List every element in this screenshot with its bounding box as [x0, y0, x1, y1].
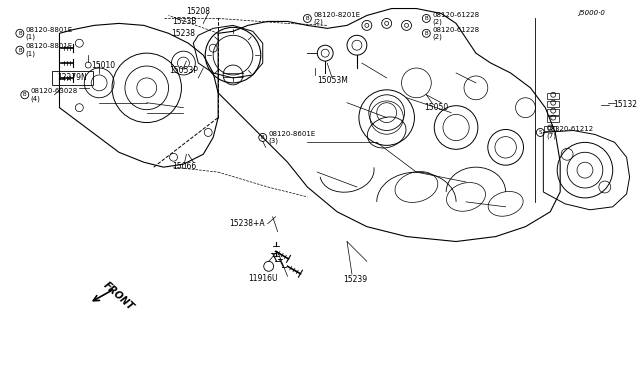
Text: 11916U: 11916U	[248, 274, 278, 283]
Text: B: B	[23, 92, 27, 97]
Text: 08120-8201E
(2): 08120-8201E (2)	[314, 12, 360, 25]
Text: 08120-61228
(2): 08120-61228 (2)	[432, 26, 479, 40]
Text: B: B	[18, 31, 22, 36]
Text: FRONT: FRONT	[102, 280, 136, 312]
Text: 08120-8601E
(3): 08120-8601E (3)	[269, 131, 316, 144]
Text: B: B	[424, 16, 428, 21]
Bar	[547, 109, 559, 115]
Text: 08120-8801E
(1): 08120-8801E (1)	[26, 44, 73, 57]
Text: S: S	[539, 130, 542, 135]
Text: 08120-63028
(4): 08120-63028 (4)	[31, 88, 78, 102]
Bar	[547, 116, 559, 122]
Text: 15239: 15239	[343, 275, 367, 284]
Text: 15238+A: 15238+A	[229, 219, 265, 228]
Text: 15010: 15010	[92, 61, 115, 70]
Text: 15053M: 15053M	[317, 76, 348, 86]
Text: B: B	[424, 31, 428, 36]
Text: J5000·0: J5000·0	[578, 10, 605, 16]
Text: 15132: 15132	[612, 100, 637, 109]
Bar	[544, 125, 556, 131]
Bar	[52, 71, 93, 85]
Bar	[547, 101, 559, 107]
Text: 12279N: 12279N	[58, 73, 87, 83]
Text: B: B	[261, 135, 264, 140]
Text: 15238: 15238	[172, 29, 195, 38]
Text: 15208: 15208	[186, 7, 211, 16]
Text: 1523B: 1523B	[172, 17, 196, 26]
Text: 08120-61228
(2): 08120-61228 (2)	[432, 12, 479, 25]
Text: 15053P: 15053P	[169, 67, 198, 76]
Text: 08120-8801E
(1): 08120-8801E (1)	[26, 26, 73, 40]
Text: 15066: 15066	[172, 162, 196, 171]
Text: B: B	[305, 16, 309, 21]
Text: 08320-61212
(7): 08320-61212 (7)	[547, 126, 593, 139]
Bar	[547, 93, 559, 99]
Text: 15050: 15050	[424, 103, 449, 112]
Text: B: B	[18, 48, 22, 53]
